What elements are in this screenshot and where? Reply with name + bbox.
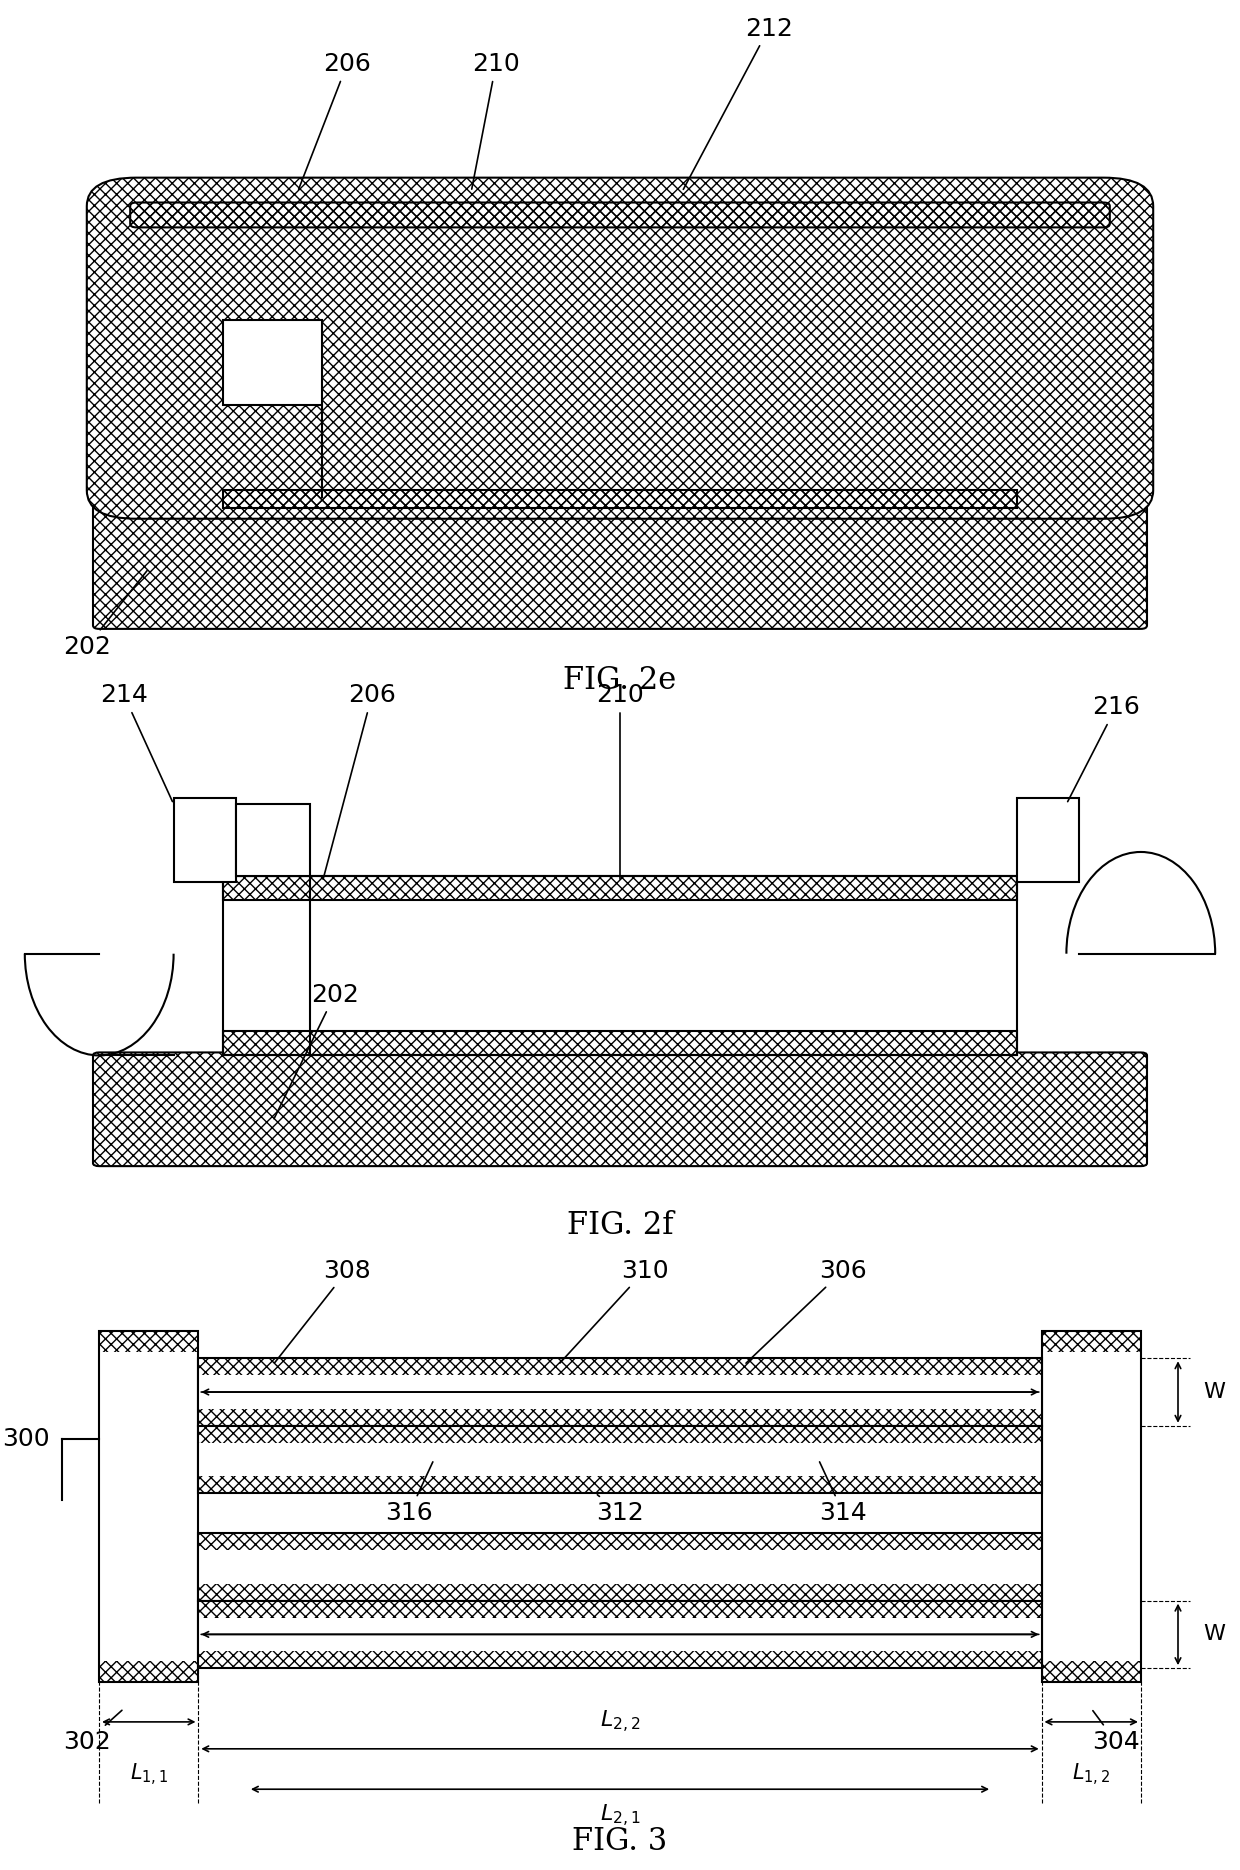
Bar (198, 1358, 1042, 1425)
Bar (223, 1032, 1017, 1055)
Bar (174, 798, 236, 883)
Bar (223, 1032, 1017, 1055)
Text: $L_{1,2}$: $L_{1,2}$ (1073, 1762, 1110, 1788)
Text: 312: 312 (596, 1494, 644, 1524)
Text: 302: 302 (63, 1711, 122, 1754)
FancyBboxPatch shape (87, 178, 1153, 518)
Text: 306: 306 (746, 1259, 867, 1363)
Text: W: W (1203, 1382, 1225, 1402)
Bar (223, 406, 1017, 497)
Bar (99, 1331, 198, 1352)
Bar (198, 1408, 1042, 1425)
Text: 316: 316 (386, 1462, 433, 1524)
Bar (198, 1584, 1042, 1601)
Bar (198, 1601, 1042, 1668)
Text: W: W (1203, 1625, 1225, 1644)
Text: FIG. 3: FIG. 3 (573, 1825, 667, 1857)
Text: 212: 212 (683, 17, 792, 189)
Text: 210: 210 (471, 52, 520, 189)
Text: 202: 202 (274, 982, 358, 1118)
Bar (236, 804, 310, 875)
Bar (223, 490, 1017, 509)
Bar (223, 875, 1017, 899)
Text: $L_{2,1}$: $L_{2,1}$ (600, 1803, 640, 1829)
Text: 216: 216 (1068, 696, 1140, 802)
Bar (198, 1425, 1042, 1492)
Bar (99, 1661, 198, 1681)
Bar (1042, 1331, 1141, 1352)
Bar (223, 875, 1017, 1055)
Bar (198, 1601, 1042, 1618)
Bar (1017, 798, 1079, 883)
Text: 206: 206 (299, 52, 371, 189)
Text: 310: 310 (560, 1259, 668, 1363)
Text: FIG. 2e: FIG. 2e (563, 666, 677, 696)
Text: 214: 214 (100, 683, 172, 802)
Bar (198, 1533, 1042, 1550)
Bar (198, 1358, 1042, 1374)
FancyBboxPatch shape (93, 1053, 1147, 1167)
Bar (223, 875, 1017, 899)
Text: 308: 308 (274, 1259, 371, 1363)
Text: 304: 304 (1092, 1711, 1140, 1754)
Bar (198, 1533, 1042, 1601)
Text: 300: 300 (2, 1427, 50, 1451)
Text: 202: 202 (63, 570, 148, 658)
Bar (198, 1475, 1042, 1492)
Text: 314: 314 (820, 1462, 867, 1524)
Text: 206: 206 (324, 683, 396, 879)
Bar (223, 320, 322, 406)
Text: $L_{2,2}$: $L_{2,2}$ (600, 1709, 640, 1735)
Text: 210: 210 (596, 683, 644, 879)
Bar (198, 1425, 1042, 1442)
Bar (198, 1651, 1042, 1668)
Bar (1042, 1661, 1141, 1681)
FancyBboxPatch shape (93, 494, 1147, 628)
Bar (223, 490, 1017, 509)
Text: $L_{1,1}$: $L_{1,1}$ (130, 1762, 167, 1788)
Text: FIG. 2f: FIG. 2f (567, 1210, 673, 1242)
Bar (1042, 1331, 1141, 1681)
Bar (99, 1331, 198, 1681)
